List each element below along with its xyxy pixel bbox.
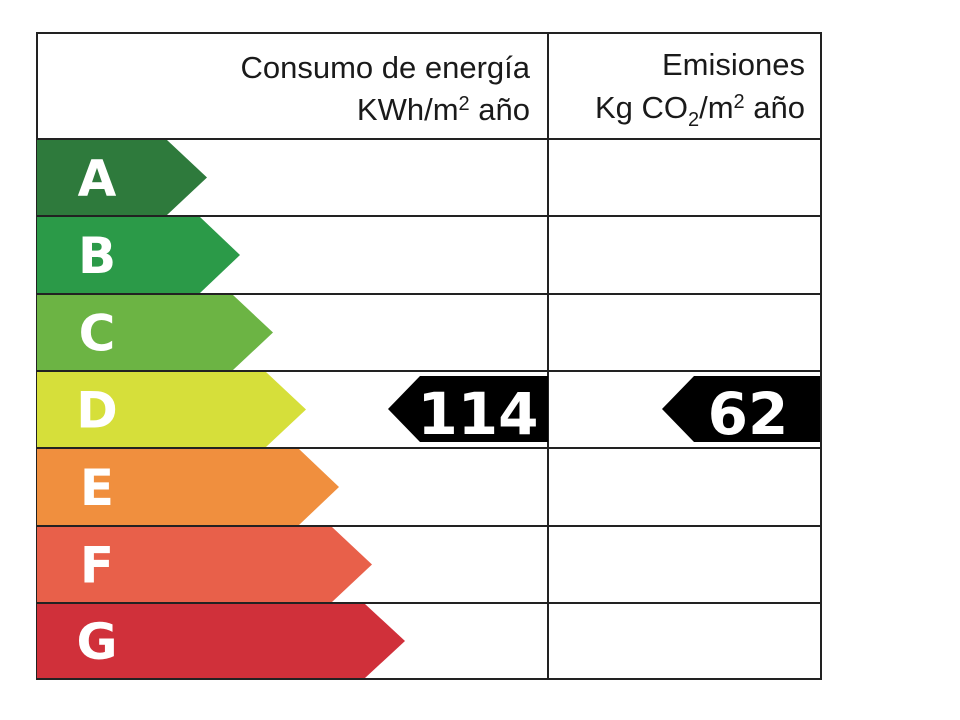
rating-band-g [37, 604, 405, 678]
emissions-value: 62 [708, 380, 789, 448]
energy-value: 114 [417, 380, 538, 448]
emissions-value-indicator: 62 [662, 376, 820, 448]
rating-letter-g: G [76, 613, 117, 671]
rating-band-b [37, 217, 240, 293]
rating-letter-b: B [78, 227, 116, 285]
rating-letter-c: C [79, 305, 116, 363]
rating-letter-f: F [80, 537, 114, 595]
rating-band-f [37, 527, 372, 602]
rating-band-d [37, 372, 306, 447]
energy-value-indicator: 114 [388, 376, 548, 448]
emissions-value-arrow [662, 376, 820, 442]
rating-letter-e: E [80, 459, 114, 517]
rating-band-e [37, 449, 339, 525]
energy-column-unit: KWh/m2 año [357, 92, 530, 127]
rating-letter-a: A [78, 150, 117, 208]
rating-band-a [37, 140, 207, 215]
emissions-column-title: Emisiones [662, 47, 805, 82]
rating-band-c [37, 295, 273, 370]
energy-value-arrow [388, 376, 548, 442]
emissions-column-unit: Kg CO2/m2 año [595, 90, 805, 131]
energy-column-title: Consumo de energía [240, 50, 530, 85]
rating-letter-d: D [76, 382, 118, 440]
